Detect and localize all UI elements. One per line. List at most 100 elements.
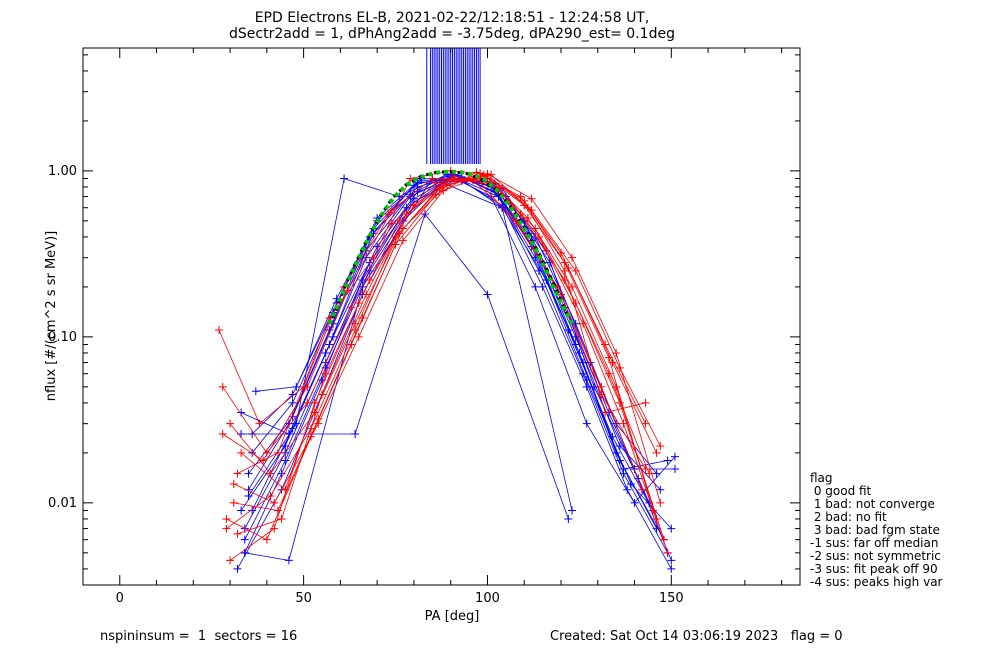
red-data-point [387, 206, 396, 215]
blue-data-point [582, 375, 591, 384]
red-data-point [229, 479, 238, 488]
axes-layer: 0 50 100 150 0.01 0.10 1.00 [48, 48, 800, 606]
blue-data-point [288, 390, 297, 399]
red-data-point [571, 266, 580, 275]
red-data-point [222, 514, 231, 523]
red-data-point [303, 398, 312, 407]
fit-curve [327, 169, 574, 325]
red-data-point [218, 429, 227, 438]
red-data-point [431, 178, 440, 187]
legend-entry: 2 bad: no fit [810, 510, 887, 524]
red-data-point [262, 535, 271, 544]
footer-created-info: Created: Sat Oct 14 03:06:19 2023 flag =… [550, 629, 843, 644]
red-data-point [273, 448, 282, 457]
red-data-point [601, 408, 610, 417]
blue-data-point [582, 419, 591, 428]
flag-legend: flag 0 good fit 1 bad: not converge 2 ba… [810, 471, 943, 589]
y-tick-label: 1.00 [48, 164, 77, 179]
legend-heading: flag [810, 471, 833, 485]
blue-series-line [248, 174, 676, 504]
red-data-point [351, 326, 360, 335]
red-data-point [435, 184, 444, 193]
red-data-point [354, 332, 363, 341]
red-data-point [604, 353, 613, 362]
x-tick-label: 0 [116, 591, 124, 606]
blue-data-point [281, 456, 290, 465]
blue-data-point [667, 556, 676, 565]
red-data-point [615, 363, 624, 372]
data-layer [215, 48, 679, 573]
blue-data-point [248, 506, 257, 515]
blue-data-point [237, 408, 246, 417]
red-data-point [303, 382, 312, 391]
blue-data-point [656, 485, 665, 494]
red-data-point [652, 448, 661, 457]
y-tick-label: 0.10 [48, 330, 77, 345]
blue-data-point [564, 326, 573, 335]
blue-data-point [531, 282, 540, 291]
blue-data-point [538, 282, 547, 291]
red-data-point [395, 216, 404, 225]
blue-data-point [340, 174, 349, 183]
blue-data-point [590, 382, 599, 391]
red-data-point [277, 514, 286, 523]
blue-data-point [288, 398, 297, 407]
legend-entry: -3 sus: fit peak off 90 [810, 562, 938, 576]
x-tick-label: 50 [295, 591, 312, 606]
x-tick-label: 100 [475, 591, 500, 606]
blue-data-point [670, 464, 679, 473]
red-data-point [534, 232, 543, 241]
blue-data-point [288, 424, 297, 433]
red-data-point [560, 258, 569, 267]
red-data-point [487, 170, 496, 179]
red-data-point [358, 313, 367, 322]
red-data-point [568, 253, 577, 262]
red-data-point [571, 298, 580, 307]
red-data-point [520, 196, 529, 205]
red-data-point [656, 442, 665, 451]
red-data-point [615, 398, 624, 407]
blue-data-point [564, 514, 573, 523]
blue-data-point [663, 456, 672, 465]
blue-data-point [284, 556, 293, 565]
blue-data-point [244, 469, 253, 478]
legend-entry: 1 bad: not converge [810, 497, 935, 511]
blue-data-point [626, 479, 635, 488]
red-data-point [398, 236, 407, 245]
red-data-point [365, 276, 374, 285]
blue-data-point [240, 535, 249, 544]
red-data-point [409, 201, 418, 210]
red-data-point [391, 232, 400, 241]
blue-data-point [483, 290, 492, 299]
red-data-point [523, 203, 532, 212]
red-data-point [579, 319, 588, 328]
red-data-point [306, 424, 315, 433]
legend-entry: 3 bad: bad fgm state [810, 523, 940, 537]
red-data-point [347, 303, 356, 312]
red-data-point [262, 448, 271, 457]
red-data-point [226, 419, 235, 428]
red-data-point [527, 194, 536, 203]
blue-data-point [630, 498, 639, 507]
blue-data-point [351, 429, 360, 438]
red-data-point [222, 524, 231, 533]
red-data-point [237, 448, 246, 457]
red-data-point [597, 390, 606, 399]
red-data-point [406, 174, 415, 183]
x-tick-label: 150 [659, 591, 684, 606]
red-data-point [270, 498, 279, 507]
red-data-point [608, 358, 617, 367]
red-data-point [362, 290, 371, 299]
red-data-point [233, 529, 242, 538]
red-data-point [266, 491, 275, 500]
red-data-point [641, 464, 650, 473]
plot-frame [82, 47, 801, 586]
blue-data-point [652, 469, 661, 478]
red-data-point [233, 469, 242, 478]
red-data-point [215, 326, 224, 335]
legend-entry: -1 sus: far off median [810, 536, 938, 550]
red-data-point [369, 253, 378, 262]
red-data-point [226, 556, 235, 565]
